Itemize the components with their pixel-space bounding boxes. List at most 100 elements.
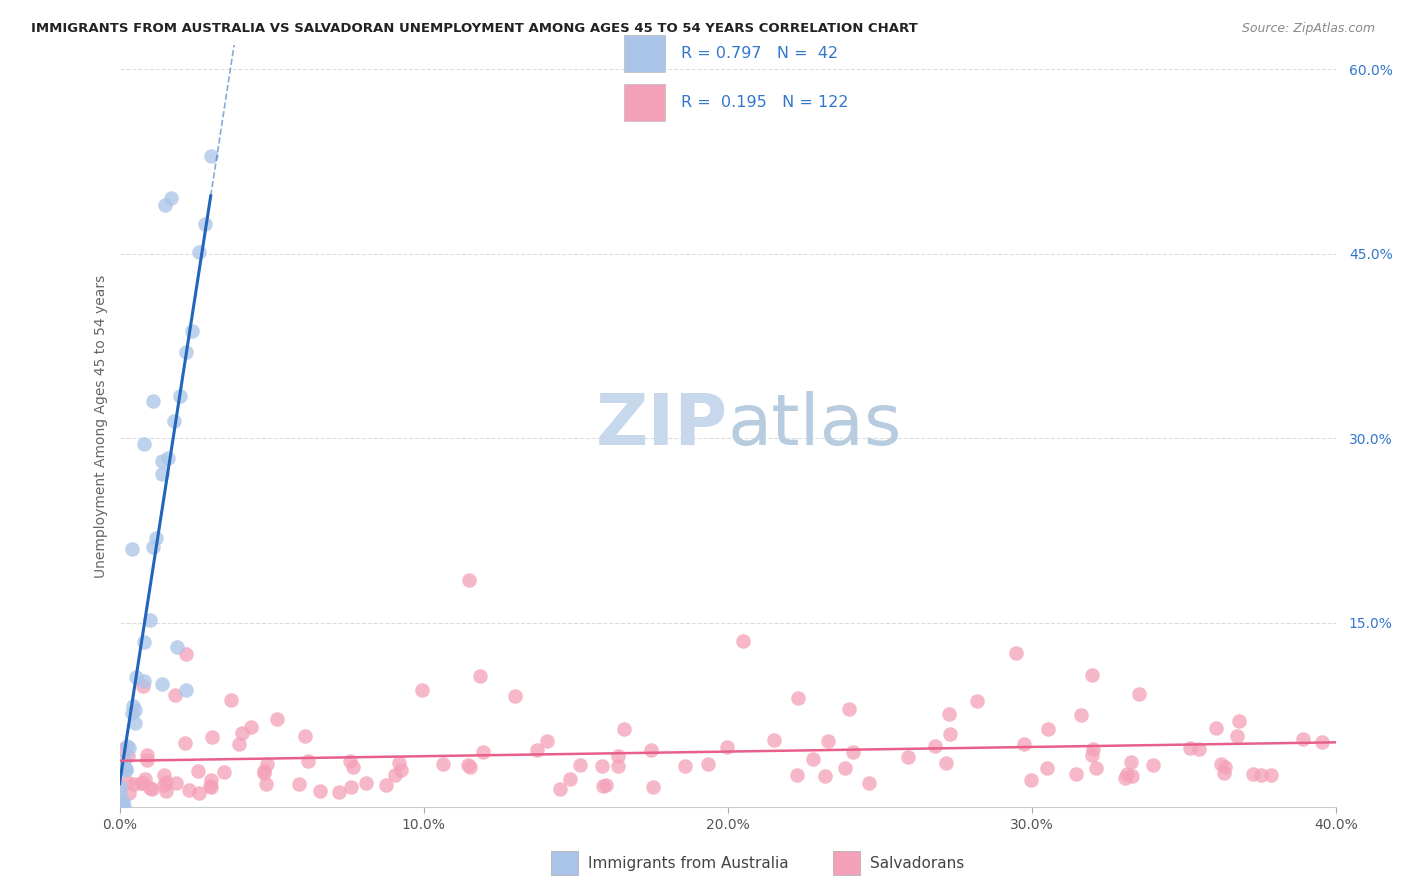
Y-axis label: Unemployment Among Ages 45 to 54 years: Unemployment Among Ages 45 to 54 years — [94, 275, 108, 577]
Point — [1188, 741, 1211, 756]
Point — [858, 776, 880, 790]
Point — [1085, 761, 1108, 775]
Point — [375, 778, 398, 792]
Point — [142, 394, 165, 409]
Point — [1081, 747, 1104, 762]
Point — [254, 777, 277, 791]
Point — [1227, 714, 1250, 729]
Point — [110, 761, 132, 775]
Point — [1119, 756, 1142, 770]
Point — [165, 776, 187, 790]
Point — [111, 799, 134, 814]
Point — [294, 729, 316, 743]
Point — [411, 683, 433, 698]
Point — [935, 756, 957, 771]
Point — [112, 799, 135, 814]
Point — [924, 739, 946, 753]
Point — [838, 702, 860, 716]
Point — [1036, 761, 1059, 775]
Point — [201, 730, 224, 744]
Point — [136, 747, 159, 762]
Text: R =  0.195   N = 122: R = 0.195 N = 122 — [682, 95, 849, 111]
Point — [939, 726, 962, 740]
Point — [124, 777, 146, 791]
Point — [814, 769, 837, 783]
Point — [297, 754, 319, 768]
Point — [240, 720, 263, 734]
Point — [110, 780, 132, 795]
Bar — [551, 851, 578, 875]
Point — [155, 783, 177, 797]
Point — [673, 759, 696, 773]
Point — [897, 749, 920, 764]
Point — [1178, 740, 1201, 755]
Point — [152, 768, 174, 782]
Point — [212, 764, 235, 779]
Point — [536, 734, 558, 748]
Point — [157, 450, 180, 465]
Point — [112, 760, 135, 774]
Point — [1142, 758, 1164, 772]
Point — [1070, 708, 1092, 723]
Point — [339, 755, 361, 769]
Point — [1226, 729, 1249, 743]
Point — [1012, 737, 1035, 751]
Point — [388, 756, 411, 770]
Point — [200, 773, 222, 788]
Point — [568, 758, 591, 772]
Point — [176, 344, 198, 359]
Point — [114, 762, 136, 776]
Point — [340, 780, 363, 794]
Point — [115, 739, 138, 754]
Point — [1019, 773, 1042, 788]
Text: IMMIGRANTS FROM AUSTRALIA VS SALVADORAN UNEMPLOYMENT AMONG AGES 45 TO 54 YEARS C: IMMIGRANTS FROM AUSTRALIA VS SALVADORAN … — [31, 22, 918, 36]
Point — [801, 752, 824, 766]
Point — [253, 764, 276, 779]
Point — [786, 768, 808, 782]
Point — [716, 739, 738, 754]
Point — [938, 707, 960, 722]
Point — [198, 780, 221, 794]
Point — [1205, 721, 1227, 735]
Point — [163, 413, 186, 427]
Text: atlas: atlas — [728, 392, 903, 460]
Point — [150, 467, 173, 481]
Point — [188, 786, 211, 800]
Point — [129, 776, 152, 790]
Point — [1081, 668, 1104, 682]
Point — [187, 764, 209, 778]
Point — [150, 677, 173, 691]
Point — [174, 736, 197, 750]
Point — [118, 786, 141, 800]
Point — [124, 703, 146, 717]
Point — [132, 437, 155, 451]
Point — [181, 324, 204, 338]
Point — [155, 775, 177, 789]
Point — [1211, 756, 1233, 771]
Text: Immigrants from Australia: Immigrants from Australia — [588, 855, 789, 871]
Point — [1213, 760, 1236, 774]
Point — [834, 761, 856, 775]
Point — [153, 778, 176, 792]
Point — [166, 640, 188, 655]
Point — [1250, 768, 1272, 782]
Point — [228, 737, 250, 751]
Point — [219, 693, 242, 707]
Point — [458, 573, 481, 587]
Point — [121, 706, 143, 720]
Point — [1292, 732, 1315, 747]
Point — [1310, 735, 1333, 749]
Point — [141, 781, 163, 796]
Point — [256, 756, 278, 771]
Point — [1115, 767, 1137, 781]
Point — [384, 768, 406, 782]
Point — [187, 245, 209, 260]
Bar — [834, 851, 860, 875]
Point — [122, 699, 145, 714]
Point — [1128, 687, 1150, 701]
Point — [1005, 647, 1028, 661]
Point — [389, 763, 412, 777]
Text: ZIP: ZIP — [595, 392, 728, 460]
Point — [121, 541, 143, 556]
Point — [132, 776, 155, 790]
